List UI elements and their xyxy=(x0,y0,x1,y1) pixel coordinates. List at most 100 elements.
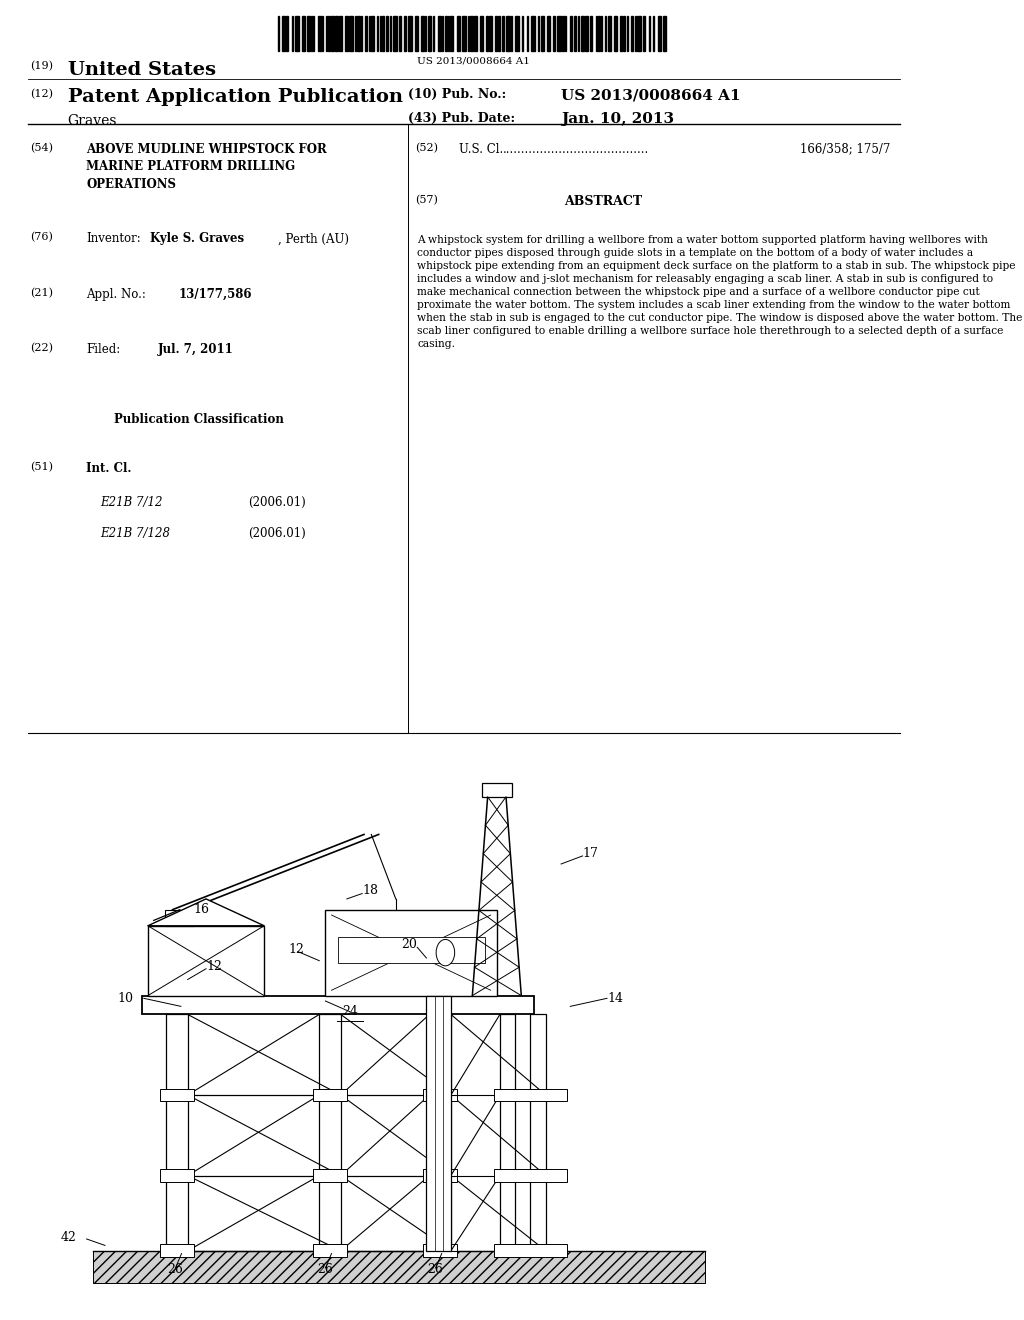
Text: Inventor:: Inventor: xyxy=(86,232,141,246)
Text: (57): (57) xyxy=(416,195,438,206)
Bar xyxy=(279,16,280,50)
Text: (54): (54) xyxy=(30,143,52,153)
Bar xyxy=(380,16,381,50)
Text: 16: 16 xyxy=(194,903,209,916)
Bar xyxy=(522,16,523,50)
Bar xyxy=(403,16,406,50)
Bar xyxy=(433,16,434,50)
Text: 13/177,586: 13/177,586 xyxy=(178,288,252,301)
Text: E21B 7/128: E21B 7/128 xyxy=(100,527,170,540)
Bar xyxy=(429,1014,451,1251)
Bar xyxy=(562,16,564,50)
Bar xyxy=(574,16,577,50)
Text: (21): (21) xyxy=(30,288,52,298)
Bar xyxy=(313,16,314,50)
Bar xyxy=(457,16,460,50)
Bar xyxy=(586,16,588,50)
Bar xyxy=(141,995,534,1014)
Bar xyxy=(423,1170,457,1181)
Bar xyxy=(623,16,625,50)
Bar xyxy=(621,16,622,50)
Bar xyxy=(160,1089,194,1101)
Bar xyxy=(160,1245,194,1257)
Bar xyxy=(313,1245,347,1257)
Bar xyxy=(515,16,519,50)
Bar xyxy=(486,16,488,50)
Text: A whipstock system for drilling a wellbore from a water bottom supported platfor: A whipstock system for drilling a wellbo… xyxy=(418,235,1023,350)
Bar xyxy=(489,16,492,50)
Bar xyxy=(326,909,497,995)
Bar xyxy=(542,16,544,50)
Bar xyxy=(399,16,401,50)
Bar xyxy=(349,16,353,50)
Text: 20: 20 xyxy=(401,939,417,952)
Bar xyxy=(569,16,571,50)
Text: Publication Classification: Publication Classification xyxy=(115,413,285,426)
Bar xyxy=(393,16,397,50)
Bar xyxy=(311,16,312,50)
Text: Patent Application Publication: Patent Application Publication xyxy=(68,88,402,107)
Bar xyxy=(608,16,611,50)
Bar xyxy=(442,16,443,50)
Bar xyxy=(480,16,482,50)
Bar xyxy=(481,783,512,797)
Bar xyxy=(165,909,195,925)
Text: Jul. 7, 2011: Jul. 7, 2011 xyxy=(158,343,233,356)
Bar xyxy=(409,16,412,50)
Bar xyxy=(468,16,469,50)
Bar xyxy=(302,16,305,50)
Bar xyxy=(286,16,289,50)
Bar xyxy=(578,16,579,50)
Bar xyxy=(604,16,606,50)
Text: 26: 26 xyxy=(428,1263,443,1276)
Bar xyxy=(426,995,451,1251)
Bar xyxy=(295,16,299,50)
Bar xyxy=(371,16,374,50)
Bar xyxy=(500,1014,515,1251)
Bar xyxy=(499,16,500,50)
Bar xyxy=(648,16,650,50)
Bar xyxy=(628,16,629,50)
Text: Int. Cl.: Int. Cl. xyxy=(86,462,132,475)
Bar xyxy=(282,16,285,50)
Text: U.S. Cl.: U.S. Cl. xyxy=(459,143,504,156)
Bar xyxy=(390,16,391,50)
Text: 10: 10 xyxy=(117,991,133,1005)
Bar xyxy=(494,1170,567,1181)
Bar xyxy=(160,1170,194,1181)
Bar xyxy=(147,925,264,995)
Text: (51): (51) xyxy=(30,462,52,473)
Bar xyxy=(631,16,633,50)
Bar xyxy=(306,16,310,50)
Bar xyxy=(328,16,330,50)
Bar xyxy=(526,16,527,50)
Bar xyxy=(335,16,338,50)
Bar xyxy=(590,16,592,50)
Text: (76): (76) xyxy=(30,232,52,243)
Bar xyxy=(450,16,454,50)
Bar xyxy=(447,16,449,50)
Text: Kyle S. Graves: Kyle S. Graves xyxy=(151,232,245,246)
Bar xyxy=(657,16,662,50)
Bar xyxy=(474,16,477,50)
Text: 17: 17 xyxy=(583,846,598,859)
Text: (43) Pub. Date:: (43) Pub. Date: xyxy=(409,112,515,125)
Text: 12: 12 xyxy=(289,944,304,957)
Bar xyxy=(613,16,617,50)
Bar xyxy=(317,16,322,50)
Circle shape xyxy=(436,940,455,966)
Text: E21B 7/12: E21B 7/12 xyxy=(100,496,163,510)
Bar xyxy=(415,16,419,50)
Text: ABOVE MUDLINE WHIPSTOCK FOR
MARINE PLATFORM DRILLING
OPERATIONS: ABOVE MUDLINE WHIPSTOCK FOR MARINE PLATF… xyxy=(86,143,327,190)
Bar xyxy=(635,16,636,50)
Text: US 2013/0008664 A1: US 2013/0008664 A1 xyxy=(561,88,740,103)
Text: Graves: Graves xyxy=(68,114,117,128)
Bar xyxy=(530,1014,546,1251)
Text: ABSTRACT: ABSTRACT xyxy=(564,195,642,209)
Bar xyxy=(507,16,510,50)
Bar xyxy=(502,16,504,50)
Bar xyxy=(357,16,359,50)
Bar xyxy=(565,16,566,50)
Bar xyxy=(313,1089,347,1101)
Bar xyxy=(643,16,645,50)
